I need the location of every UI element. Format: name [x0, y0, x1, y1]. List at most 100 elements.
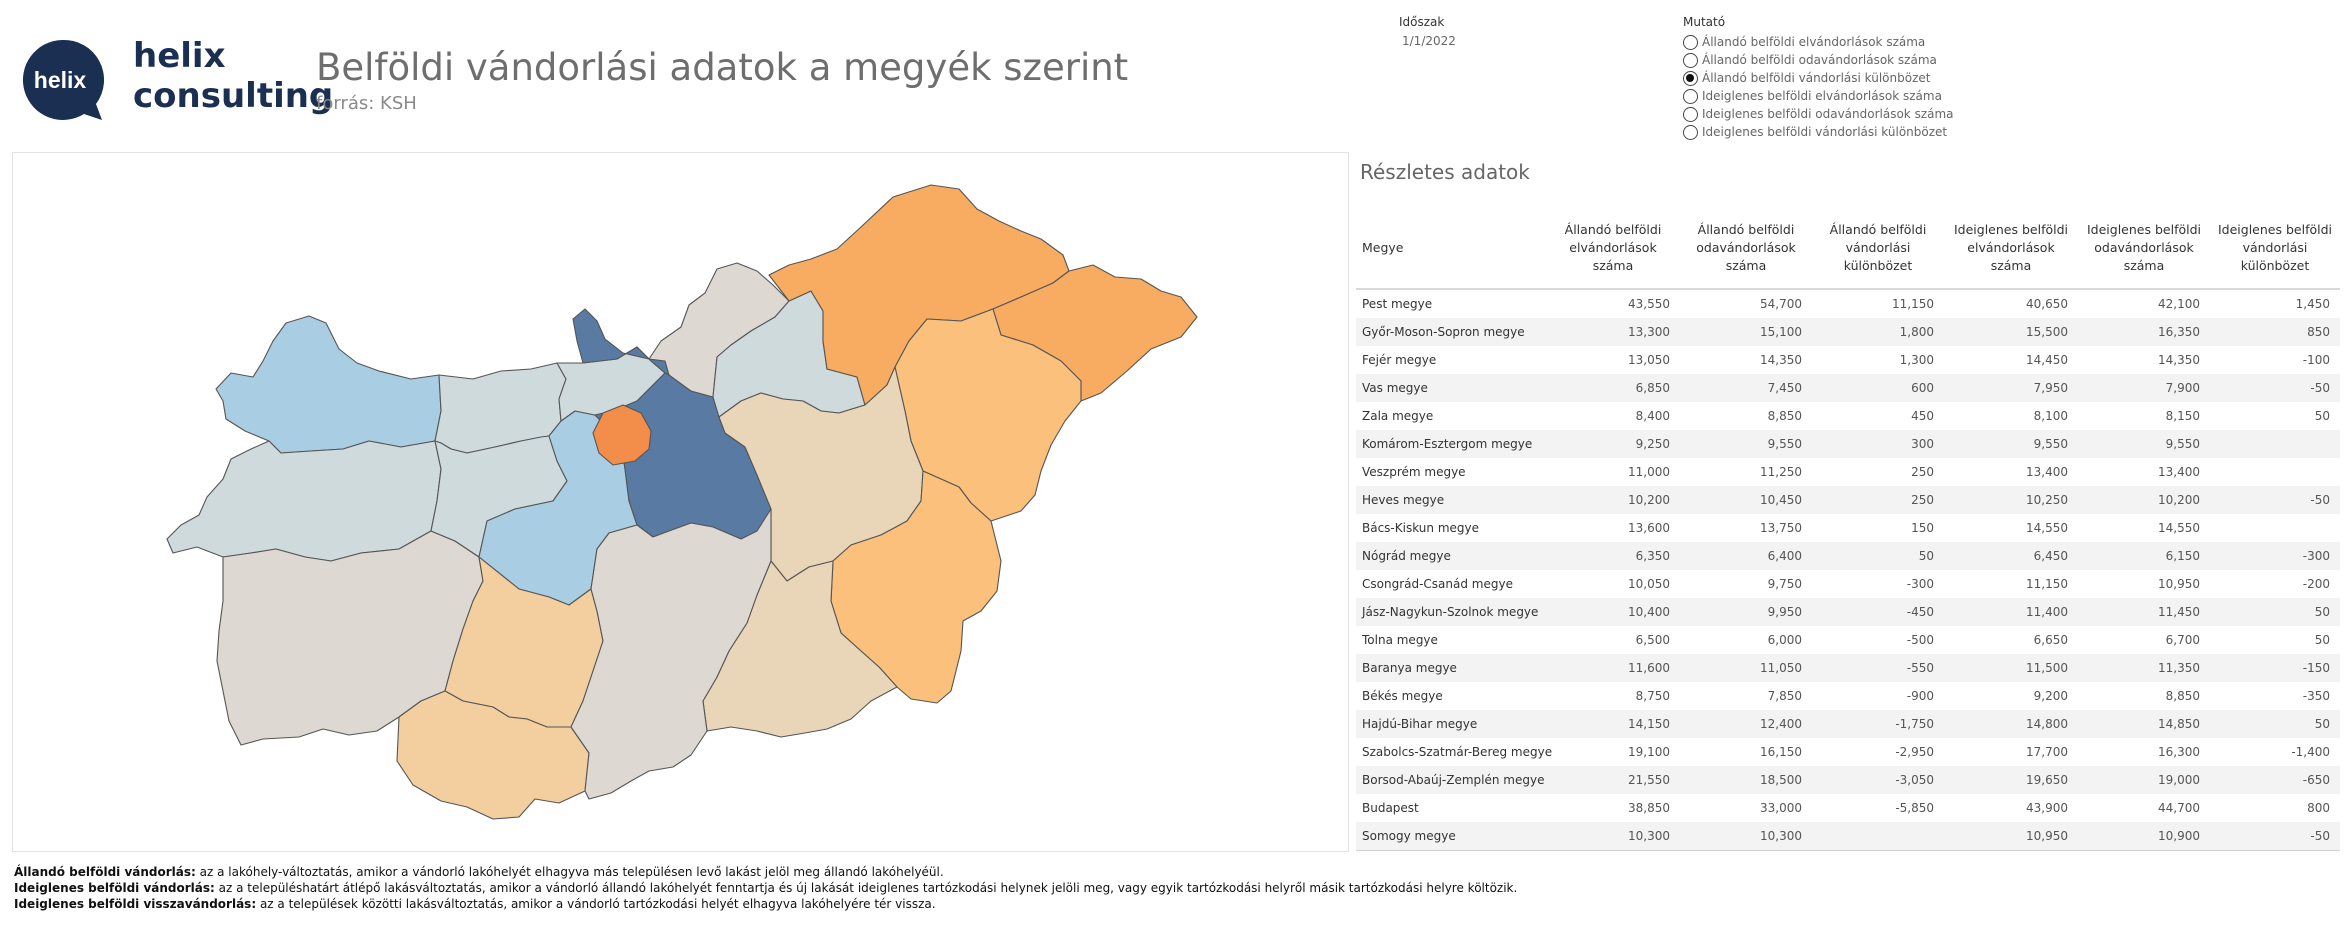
column-header-temp-in[interactable]: Ideiglenes belföldi odavándorlások száma	[2086, 222, 2201, 273]
table-cell-county: Baranya megye	[1362, 661, 1457, 675]
table-cell-value: 50	[2314, 633, 2330, 647]
table-cell-value: 600	[1911, 381, 1934, 395]
brand-name: helix consulting	[133, 36, 333, 116]
table-cell-value: -650	[2302, 773, 2330, 787]
table-row[interactable]: Budapest 38,850 33,000 -5,850 43,900 44,700 80…	[1356, 794, 2340, 822]
table-cell-value: 44,700	[2158, 801, 2200, 815]
table-cell-value: 12,400	[1760, 717, 1802, 731]
radio-empty-icon[interactable]	[1683, 34, 1698, 50]
details-table: Megye Állandó belföldi elvándorlások szá…	[1356, 208, 2340, 851]
indicator-option[interactable]: Ideiglenes belföldi odavándorlások száma	[1683, 105, 2013, 123]
county-zala[interactable]	[166, 440, 442, 562]
table-row[interactable]: Hajdú-Bihar megye 14,150 12,400 -1,750 14,80…	[1356, 710, 2340, 738]
table-row[interactable]: Nógrád megye 6,350 6,400 50 6,450 6,150 -300	[1356, 542, 2340, 570]
table-row[interactable]: Békés megye 8,750 7,850 -900 9,200 8,850 -350	[1356, 682, 2340, 710]
county-bekes[interactable]	[830, 470, 1002, 704]
column-header-perm-diff[interactable]: Állandó belföldi vándorlási különbözet	[1829, 222, 1927, 273]
county-vas[interactable]	[215, 315, 442, 454]
table-cell-value: 6,850	[1635, 381, 1670, 395]
column-header-perm-in[interactable]: Állandó belföldi odavándorlások száma	[1696, 222, 1796, 273]
radio-empty-icon[interactable]	[1683, 142, 1698, 143]
indicator-option[interactable]: Állandó belföldi odavándorlások száma	[1683, 51, 2013, 69]
table-cell-value: 33,000	[1760, 801, 1802, 815]
table-row[interactable]: Szabolcs-Szatmár-Bereg megye 19,100 16,150…	[1356, 738, 2340, 766]
table-row[interactable]: Bács-Kiskun megye 13,600 13,750 150 14,550 14…	[1356, 514, 2340, 542]
table-row[interactable]: Zala megye 8,400 8,850 450 8,100 8,150 50	[1356, 402, 2340, 430]
table-cell-value: 8,100	[2033, 409, 2068, 423]
table-cell-value: 19,100	[1628, 745, 1670, 759]
table-cell-value: 7,450	[1767, 381, 1802, 395]
table-cell-county: Nógrád megye	[1362, 549, 1451, 563]
table-cell-value: 150	[1911, 521, 1934, 535]
table-cell-value: 250	[1911, 493, 1934, 507]
table-cell-value: 43,550	[1628, 297, 1670, 311]
table-title: Részletes adatok	[1360, 160, 1530, 184]
indicator-option[interactable]: Állandó belföldi elvándorlások száma	[1683, 33, 2013, 51]
table-cell-value: 6,150	[2165, 549, 2200, 563]
table-cell-value: 10,400	[1628, 605, 1670, 619]
table-row[interactable]: Baranya megye 11,600 11,050 -550 11,500 11,35…	[1356, 654, 2340, 682]
table-row[interactable]: Somogy megye 10,300 10,300 10,950 10,900 -50	[1356, 822, 2340, 851]
period-filter-value[interactable]: 1/1/2022	[1402, 34, 1456, 48]
table-row[interactable]: Jász-Nagykun-Szolnok megye 10,400 9,950 -45…	[1356, 598, 2340, 626]
radio-empty-icon[interactable]	[1683, 88, 1698, 104]
table-cell-value: 6,450	[2033, 549, 2068, 563]
table-cell-value: 6,000	[1767, 633, 1802, 647]
indicator-radio-list[interactable]: Állandó belföldi elvándorlások száma Álla…	[1683, 33, 2013, 143]
column-header-county[interactable]: Megye	[1362, 240, 1404, 255]
svg-text:helix: helix	[34, 67, 87, 93]
table-cell-value: 50	[2314, 605, 2330, 619]
radio-empty-icon[interactable]	[1683, 106, 1698, 122]
column-header-perm-out[interactable]: Állandó belföldi elvándorlások száma	[1564, 222, 1662, 273]
table-cell-value: 6,350	[1635, 549, 1670, 563]
table-row[interactable]: Pest megye 43,550 54,700 11,150 40,650 42,100…	[1356, 289, 2340, 318]
table-cell-value: 11,350	[2158, 661, 2200, 675]
table-row[interactable]: Fejér megye 13,050 14,350 1,300 14,450 14,350…	[1356, 346, 2340, 374]
indicator-filter-label: Mutató	[1683, 15, 1726, 29]
indicator-option[interactable]: Állandó belföldi vándorlási különbözet	[1683, 69, 2013, 87]
county-budapest[interactable]	[592, 404, 652, 466]
indicator-option-label: Ideiglenes belföldi odavándorlások száma	[1702, 107, 1954, 121]
table-row[interactable]: Győr-Moson-Sopron megye 13,300 15,100 1,800…	[1356, 318, 2340, 346]
table-cell-value: 8,850	[2165, 689, 2200, 703]
table-cell-value: 14,350	[1760, 353, 1802, 367]
column-header-temp-out[interactable]: Ideiglenes belföldi elvándorlások száma	[1953, 222, 2068, 273]
table-cell-value: 8,750	[1635, 689, 1670, 703]
county-map[interactable]	[12, 152, 1349, 852]
radio-empty-icon[interactable]	[1683, 124, 1698, 140]
table-row[interactable]: Csongrád-Csanád megye 10,050 9,750 -300 11,1…	[1356, 570, 2340, 598]
table-row[interactable]: Borsod-Abaúj-Zemplén megye 21,550 18,500 -3…	[1356, 766, 2340, 794]
table-cell-value: 42,100	[2158, 297, 2200, 311]
table-cell-value: 7,950	[2033, 381, 2068, 395]
table-cell-value: 16,300	[2158, 745, 2200, 759]
table-cell-value: 10,200	[1628, 493, 1670, 507]
table-row[interactable]: Veszprém megye 11,000 11,250 250 13,400 13,40…	[1356, 458, 2340, 486]
table-cell-value: 54,700	[1760, 297, 1802, 311]
table-cell-value: 9,550	[2033, 437, 2068, 451]
county-baranya[interactable]	[396, 690, 590, 820]
table-row[interactable]: Vas megye 6,850 7,450 600 7,950 7,900 -50	[1356, 374, 2340, 402]
county-bacs-kiskun[interactable]	[570, 508, 772, 800]
table-cell-value: 1,450	[2295, 297, 2330, 311]
indicator-option[interactable]: Ideiglenes belföldi elvándorlások száma	[1683, 87, 2013, 105]
table-row[interactable]: Tolna megye 6,500 6,000 -500 6,650 6,700 50	[1356, 626, 2340, 654]
table-cell-value: -150	[2302, 661, 2330, 675]
table-cell-value: -50	[2310, 829, 2330, 843]
table-cell-value: 7,850	[1767, 689, 1802, 703]
table-cell-county: Tolna megye	[1362, 633, 1438, 647]
table-cell-value: 38,850	[1628, 801, 1670, 815]
table-cell-value: 10,300	[1760, 829, 1802, 843]
indicator-option[interactable]: Ideiglenes belföldi vándorlási különböze…	[1683, 123, 2013, 141]
table-cell-county: Csongrád-Csanád megye	[1362, 577, 1513, 591]
table-cell-value: 50	[2314, 409, 2330, 423]
table-cell-value: -50	[2310, 493, 2330, 507]
radio-empty-icon[interactable]	[1683, 52, 1698, 68]
table-row[interactable]: Komárom-Esztergom megye 9,250 9,550 300 9,55…	[1356, 430, 2340, 458]
hungary-map-svg[interactable]	[13, 153, 1350, 853]
indicator-option[interactable]: Ideiglenes belföldi visszavándorlások sz…	[1683, 141, 2013, 143]
radio-selected-icon[interactable]	[1683, 70, 1698, 86]
table-row[interactable]: Heves megye 10,200 10,450 250 10,250 10,200 -5…	[1356, 486, 2340, 514]
table-cell-county: Komárom-Esztergom megye	[1362, 437, 1533, 451]
table-cell-county: Győr-Moson-Sopron megye	[1362, 325, 1525, 339]
column-header-temp-diff[interactable]: Ideiglenes belföldi vándorlási különböze…	[2217, 222, 2332, 273]
